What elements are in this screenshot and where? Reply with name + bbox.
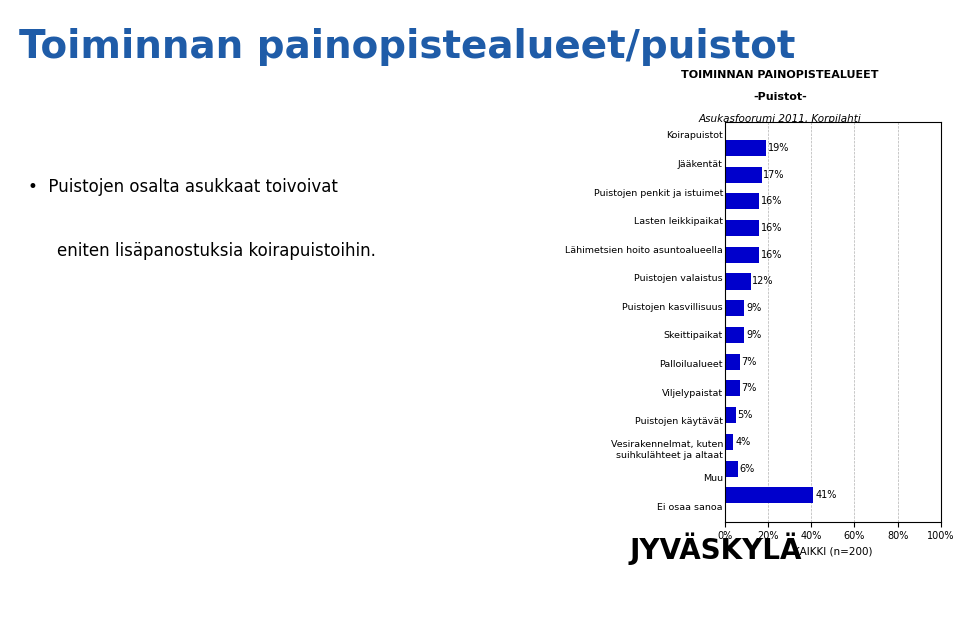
Text: Vesirakennelmat, kuten
suihkulähteet ja altaat: Vesirakennelmat, kuten suihkulähteet ja … [611,440,723,460]
Text: 19%: 19% [768,143,789,153]
Text: 16%: 16% [761,196,782,206]
Text: TOIMINNAN PAINOPISTEALUEET: TOIMINNAN PAINOPISTEALUEET [682,70,878,81]
Bar [725,354,740,370]
Bar [725,300,744,316]
Text: Ei osaa sanoa: Ei osaa sanoa [658,503,723,512]
Text: Asukasfoorumi 2011, Korpilahti: Asukasfoorumi 2011, Korpilahti [699,114,861,124]
Bar [725,461,737,477]
Text: -Puistot-: -Puistot- [754,92,806,102]
Bar [725,247,759,263]
Text: 4%: 4% [735,437,751,447]
Bar [725,140,766,156]
Text: 9%: 9% [746,303,761,313]
Text: 7%: 7% [742,356,757,367]
Text: Koirapuistot: Koirapuistot [666,131,723,140]
Text: 41%: 41% [815,490,836,500]
Text: 5%: 5% [737,410,753,420]
Bar [725,193,759,209]
Text: •  Puistojen osalta asukkaat toivoivat: • Puistojen osalta asukkaat toivoivat [28,178,338,196]
Text: Puistojen kasvillisuus: Puistojen kasvillisuus [622,303,723,312]
Text: Viljelypaistat: Viljelypaistat [661,388,723,397]
Text: 12%: 12% [753,276,774,287]
Text: Jääkentät: Jääkentät [678,160,723,169]
Text: uuden aallon kaupunki ~: uuden aallon kaupunki ~ [595,602,787,617]
Bar [725,166,761,182]
Text: Puistojen penkit ja istuimet: Puistojen penkit ja istuimet [593,189,723,198]
Text: 17%: 17% [763,170,784,180]
Text: 16%: 16% [761,250,782,260]
Bar [725,380,740,396]
Text: JYVÄSKYLÄ: JYVÄSKYLÄ [629,532,802,565]
Text: Puistojen käytävät: Puistojen käytävät [635,417,723,426]
Bar [725,407,735,423]
Bar [725,220,759,236]
Text: Puistojen valaistus: Puistojen valaistus [635,275,723,284]
Bar [725,273,751,289]
Text: Toiminnan painopistealueet/puistot: Toiminnan painopistealueet/puistot [19,28,796,66]
Bar [725,488,813,504]
Text: 9%: 9% [746,330,761,340]
Text: 6%: 6% [739,463,755,474]
Text: Lasten leikkipaikat: Lasten leikkipaikat [634,217,723,226]
Text: 16%: 16% [761,223,782,233]
Bar [725,434,733,450]
Text: Lähimetsien hoito asuntoalueella: Lähimetsien hoito asuntoalueella [565,246,723,255]
X-axis label: KAIKKI (n=200): KAIKKI (n=200) [793,547,873,557]
Text: 7%: 7% [742,383,757,394]
Bar [725,327,744,343]
Text: Palloilualueet: Palloilualueet [660,360,723,369]
Text: Skeittipaikat: Skeittipaikat [663,332,723,340]
Text: eniten lisäpanostuksia koirapuistoihin.: eniten lisäpanostuksia koirapuistoihin. [57,242,376,260]
Text: Muu: Muu [703,474,723,483]
